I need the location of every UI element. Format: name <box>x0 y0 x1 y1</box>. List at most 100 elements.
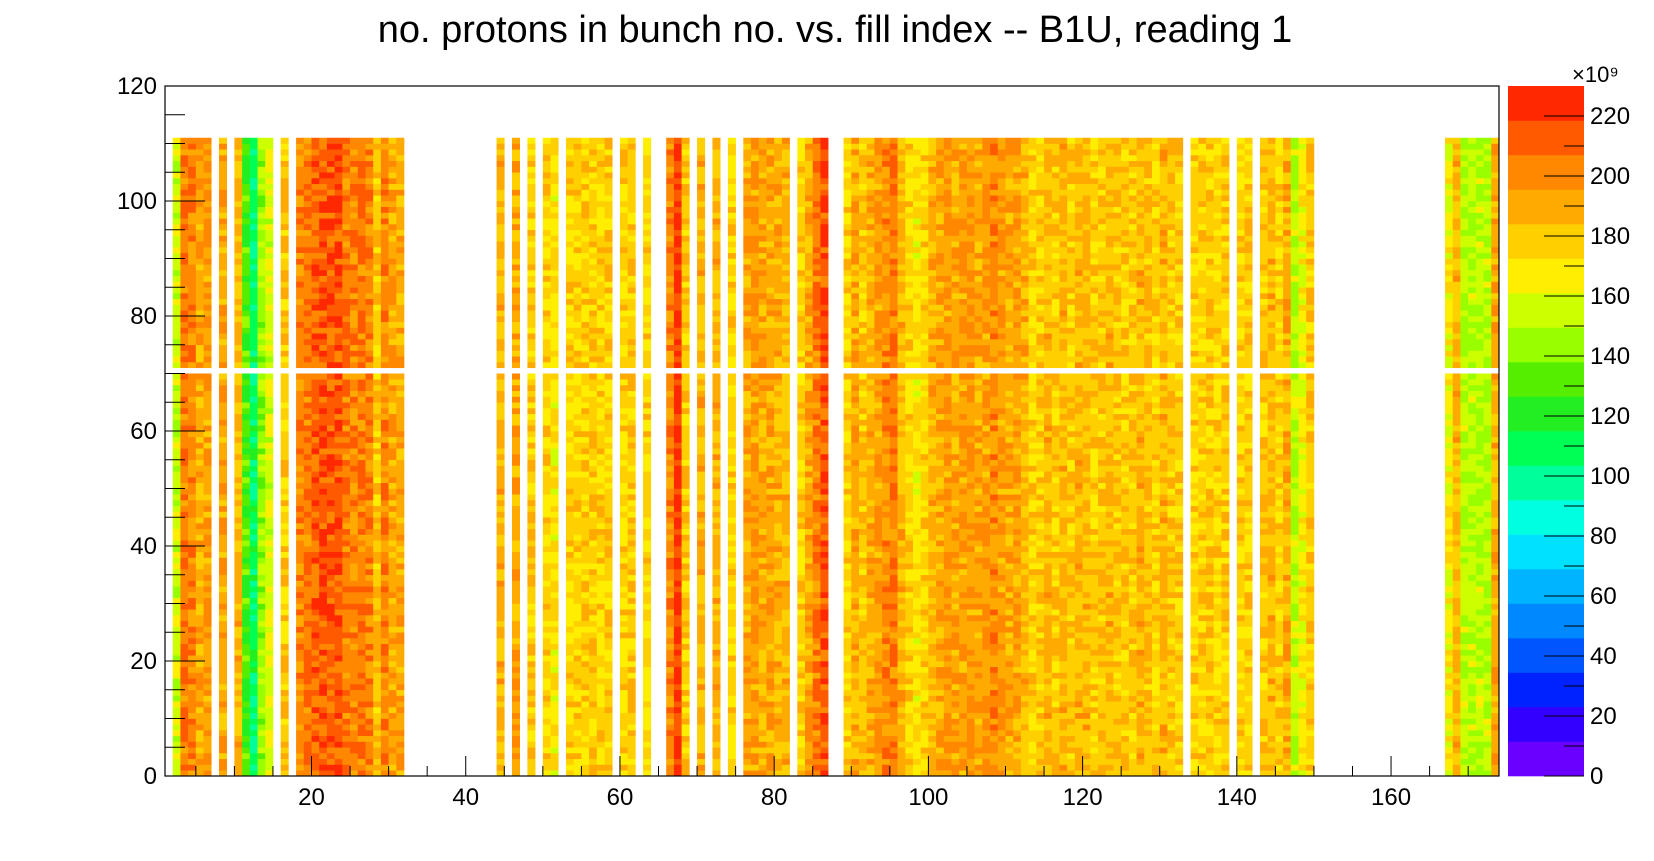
heatmap-cell <box>249 160 258 167</box>
heatmap-cell <box>218 379 227 386</box>
heatmap-cell <box>388 390 397 397</box>
heatmap-cell <box>542 390 551 397</box>
heatmap-cell <box>319 724 328 731</box>
heatmap-cell <box>350 362 359 369</box>
heatmap-cell <box>203 724 212 731</box>
heatmap-cell <box>511 229 520 236</box>
heatmap-cell <box>673 431 682 438</box>
heatmap-cell <box>334 385 343 392</box>
heatmap-cell <box>326 321 335 328</box>
heatmap-cell <box>373 672 382 679</box>
heatmap-cell <box>195 166 204 173</box>
heatmap-cell <box>357 586 366 593</box>
heatmap-cell <box>511 523 520 530</box>
heatmap-cell <box>643 155 652 162</box>
heatmap-cell <box>627 701 636 708</box>
heatmap-cell <box>712 488 721 495</box>
heatmap-cell <box>180 172 189 179</box>
heatmap-cell <box>311 758 320 765</box>
heatmap-cell <box>388 155 397 162</box>
heatmap-cell <box>188 597 197 604</box>
heatmap-cell <box>388 574 397 581</box>
heatmap-cell <box>218 258 227 265</box>
heatmap-cell <box>357 241 366 248</box>
heatmap-cell <box>388 586 397 593</box>
heatmap-cell <box>681 649 690 656</box>
heatmap-cell <box>280 540 289 547</box>
heatmap-cell <box>496 385 505 392</box>
heatmap-cell <box>550 448 559 455</box>
heatmap-cell <box>334 580 343 587</box>
heatmap-cell <box>565 672 574 679</box>
heatmap-cell <box>188 362 197 369</box>
heatmap-cell <box>712 155 721 162</box>
heatmap-cell <box>303 477 312 484</box>
heatmap-cell <box>681 557 690 564</box>
heatmap-cell <box>319 494 328 501</box>
heatmap-cell <box>242 712 251 719</box>
heatmap-cell <box>188 143 197 150</box>
heatmap-cell <box>203 638 212 645</box>
heatmap-cell <box>303 770 312 777</box>
heatmap-cell <box>373 160 382 167</box>
heatmap-cell <box>334 517 343 524</box>
heatmap-cell <box>319 546 328 553</box>
heatmap-cell <box>319 339 328 346</box>
heatmap-cell <box>265 666 274 673</box>
heatmap-cell <box>673 356 682 363</box>
heatmap-cell <box>496 356 505 363</box>
heatmap-cell <box>380 224 389 231</box>
heatmap-cell <box>673 477 682 484</box>
heatmap-cell <box>511 408 520 415</box>
heatmap-cell <box>666 753 675 760</box>
heatmap-cell <box>373 471 382 478</box>
heatmap-cell <box>542 183 551 190</box>
heatmap-cell <box>604 770 613 777</box>
heatmap-cell <box>311 270 320 277</box>
heatmap-cell <box>697 684 706 691</box>
heatmap-cell <box>496 413 505 420</box>
heatmap-cell <box>350 413 359 420</box>
heatmap-cell <box>589 511 598 518</box>
heatmap-cell <box>188 413 197 420</box>
heatmap-cell <box>180 316 189 323</box>
heatmap-cell <box>581 413 590 420</box>
heatmap-cell <box>388 597 397 604</box>
heatmap-cell <box>396 189 405 196</box>
heatmap-cell <box>627 304 636 311</box>
heatmap-cell <box>666 166 675 173</box>
heatmap-cell <box>380 678 389 685</box>
heatmap-cell <box>257 275 266 282</box>
heatmap-cell <box>218 597 227 604</box>
heatmap-cell <box>172 724 181 731</box>
heatmap-cell <box>712 287 721 294</box>
heatmap-cell <box>396 580 405 587</box>
heatmap-cell <box>188 241 197 248</box>
heatmap-cell <box>388 500 397 507</box>
heatmap-cell <box>550 557 559 564</box>
heatmap-cell <box>643 707 652 714</box>
heatmap-cell <box>565 379 574 386</box>
heatmap-cell <box>326 620 335 627</box>
heatmap-cell <box>350 281 359 288</box>
heatmap-cell <box>573 707 582 714</box>
heatmap-cell <box>581 764 590 771</box>
heatmap-cell <box>550 701 559 708</box>
heatmap-cell <box>373 218 382 225</box>
heatmap-cell <box>666 597 675 604</box>
heatmap-cell <box>681 753 690 760</box>
heatmap-cell <box>511 350 520 357</box>
heatmap-cell <box>180 373 189 380</box>
heatmap-cell <box>643 448 652 455</box>
heatmap-cell <box>303 321 312 328</box>
heatmap-cell <box>334 408 343 415</box>
heatmap-cell <box>242 270 251 277</box>
heatmap-cell <box>496 224 505 231</box>
heatmap-cell <box>550 143 559 150</box>
heatmap-cell <box>527 229 536 236</box>
heatmap-cell <box>311 362 320 369</box>
heatmap-cell <box>666 689 675 696</box>
heatmap-cell <box>527 143 536 150</box>
heatmap-cell <box>565 408 574 415</box>
heatmap-cell <box>380 189 389 196</box>
